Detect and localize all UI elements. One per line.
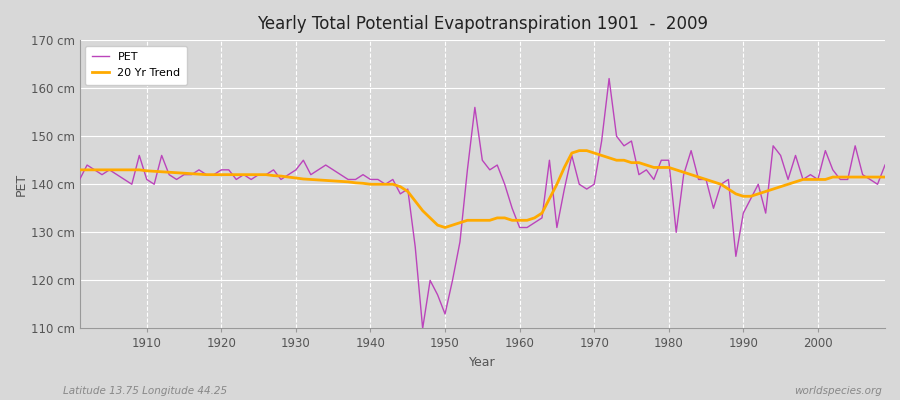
X-axis label: Year: Year [469,356,496,369]
PET [74,177,85,182]
Legend: PET, 20 Yr Trend: PET, 20 Yr Trend [86,46,187,85]
20 Yr Trend [74,168,85,172]
20 Yr Trend [522,218,533,223]
PET [879,163,890,168]
PET [298,158,309,163]
PET [343,177,354,182]
PET [134,153,145,158]
20 Yr Trend [298,176,309,181]
20 Yr Trend [618,158,629,163]
20 Yr Trend [514,218,525,223]
Text: worldspecies.org: worldspecies.org [794,386,882,396]
Line: PET: PET [79,78,885,328]
PET [514,225,525,230]
PET [522,225,533,230]
Y-axis label: PET: PET [15,173,28,196]
20 Yr Trend [343,180,354,184]
20 Yr Trend [439,225,450,230]
PET [604,76,615,81]
Text: Latitude 13.75 Longitude 44.25: Latitude 13.75 Longitude 44.25 [63,386,227,396]
20 Yr Trend [879,175,890,180]
PET [418,326,428,331]
20 Yr Trend [574,148,585,153]
Title: Yearly Total Potential Evapotranspiration 1901  -  2009: Yearly Total Potential Evapotranspiratio… [256,15,707,33]
20 Yr Trend [134,168,145,172]
PET [618,144,629,148]
Line: 20 Yr Trend: 20 Yr Trend [79,151,885,228]
